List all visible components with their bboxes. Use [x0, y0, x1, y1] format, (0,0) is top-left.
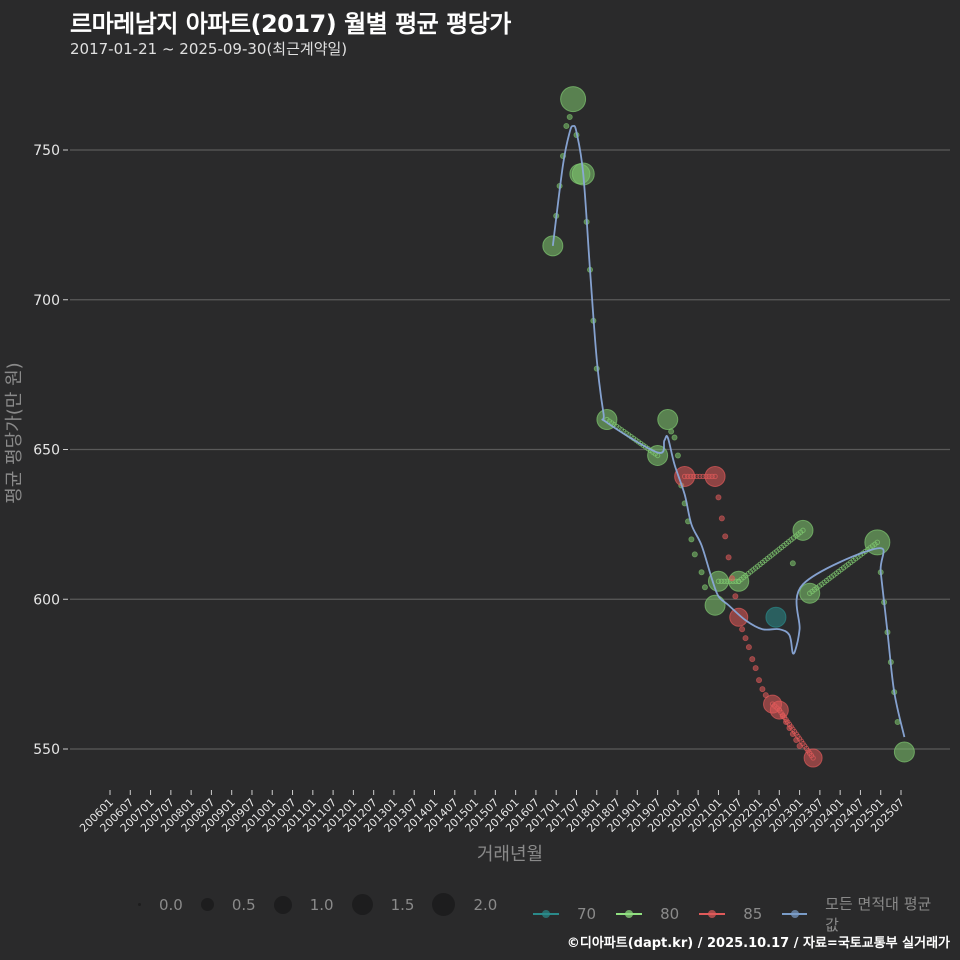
legend-item-80[interactable]: 80 — [616, 905, 679, 923]
line-swatch-icon — [782, 910, 808, 918]
data-point[interactable] — [729, 607, 749, 627]
data-point[interactable] — [728, 570, 750, 592]
line-swatch-icon — [699, 910, 726, 918]
data-point[interactable] — [704, 465, 726, 487]
size-dot-icon — [273, 895, 292, 914]
series-80 — [542, 86, 915, 763]
data-point-small — [749, 656, 756, 663]
data-point-small — [701, 584, 708, 591]
data-point-small — [728, 575, 735, 582]
data-point[interactable] — [596, 409, 618, 431]
data-series — [542, 86, 915, 768]
size-legend-item: 2.0 — [432, 893, 497, 916]
data-point-small — [752, 665, 759, 672]
source-credit: ©디아파트(dapt.kr) / 2025.10.17 / 자료=국토교통부 실… — [566, 936, 950, 951]
data-point-small — [756, 677, 763, 684]
data-point-small — [718, 515, 725, 522]
data-point[interactable] — [799, 582, 821, 604]
grid-lines — [70, 149, 950, 750]
data-point-small — [566, 114, 573, 121]
size-legend-item: 1.5 — [351, 894, 415, 915]
legend-label: 70 — [577, 905, 597, 923]
x-axis-ticks: 2006012006072007012007072008012008072009… — [77, 790, 907, 835]
legend-item-85[interactable]: 85 — [699, 905, 762, 923]
data-point[interactable] — [707, 570, 729, 592]
data-point[interactable] — [803, 748, 823, 768]
legend-label: 모든 면적대 평균값 — [825, 895, 932, 934]
line-swatch-icon — [616, 910, 643, 918]
size-legend-label: 1.5 — [390, 895, 415, 914]
data-point[interactable] — [560, 86, 587, 113]
size-legend-label: 1.0 — [309, 895, 334, 914]
size-dot-icon — [351, 894, 373, 915]
data-point-small — [698, 569, 705, 576]
size-legend-item: 0.5 — [200, 895, 256, 914]
y-tick-label: 550 — [33, 742, 60, 758]
data-point-small — [563, 123, 570, 130]
size-dot-icon — [138, 903, 141, 906]
data-point[interactable] — [769, 700, 789, 720]
size-dot-icon — [432, 893, 456, 916]
data-point-small — [671, 434, 678, 441]
size-legend-label: 0.0 — [159, 895, 183, 914]
size-legend-item: 0.0 — [128, 896, 183, 914]
data-point[interactable] — [657, 409, 679, 431]
average-line-path — [551, 124, 906, 738]
data-point-small — [691, 551, 698, 558]
data-point-small — [789, 560, 796, 567]
data-point-small — [796, 743, 803, 750]
data-point-small — [742, 635, 749, 642]
size-legend-label: 0.5 — [231, 895, 256, 914]
data-point-small — [759, 686, 766, 693]
data-point[interactable] — [765, 606, 787, 628]
data-point-small — [715, 494, 722, 501]
y-tick-label: 600 — [33, 592, 60, 608]
chart-subtitle: 2017-01-21 ~ 2025-09-30(최근계약일) — [70, 40, 348, 58]
chart-title: 르마레남지 아파트(2017) 월별 평균 평당가 — [70, 10, 511, 38]
data-point-small — [739, 626, 746, 633]
legend-item-70[interactable]: 70 — [533, 905, 596, 923]
legend-label: 85 — [743, 905, 763, 923]
data-point-small — [674, 452, 681, 459]
y-axis-ticks: 550 600 650 700 750 — [33, 143, 68, 758]
y-tick-label: 650 — [33, 443, 60, 459]
data-point[interactable] — [792, 519, 814, 541]
series-85 — [674, 465, 823, 768]
size-legend-item: 1.0 — [273, 895, 334, 914]
data-point-small — [722, 533, 729, 540]
average-line — [551, 124, 906, 738]
series-legend: 70 80 85 모든 면적대 평균값 — [533, 893, 960, 935]
size-legend: 0.0 0.5 1.0 1.5 2.0 — [128, 893, 515, 916]
size-legend-label: 2.0 — [473, 895, 498, 914]
data-point-small — [725, 554, 732, 561]
legend-label: 80 — [660, 905, 680, 923]
x-axis-label: 거래년월 — [476, 844, 544, 865]
size-dot-icon — [200, 898, 214, 911]
y-tick-label: 750 — [33, 143, 60, 159]
data-point-small — [688, 536, 695, 543]
series-70 — [765, 606, 787, 628]
data-point-small — [732, 593, 739, 600]
trail-dot — [697, 473, 703, 480]
data-point-small — [745, 644, 752, 651]
data-point[interactable] — [893, 741, 915, 763]
legend-item-average[interactable]: 모든 면적대 평균값 — [782, 893, 940, 935]
line-swatch-icon — [533, 910, 559, 918]
y-tick-label: 700 — [33, 293, 60, 309]
data-point[interactable] — [704, 594, 726, 616]
